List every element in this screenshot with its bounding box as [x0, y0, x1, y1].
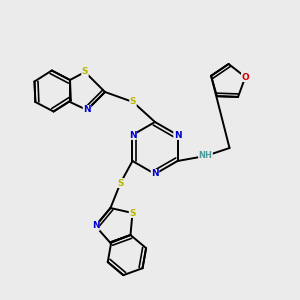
- Text: S: S: [130, 98, 136, 106]
- Text: S: S: [129, 208, 136, 217]
- Text: S: S: [82, 68, 88, 76]
- Text: NH: NH: [199, 152, 212, 160]
- Text: N: N: [174, 130, 181, 140]
- Text: S: S: [117, 178, 124, 188]
- Text: N: N: [151, 169, 159, 178]
- Text: N: N: [83, 106, 91, 115]
- Text: N: N: [92, 221, 99, 230]
- Text: O: O: [242, 73, 249, 82]
- Text: N: N: [129, 130, 136, 140]
